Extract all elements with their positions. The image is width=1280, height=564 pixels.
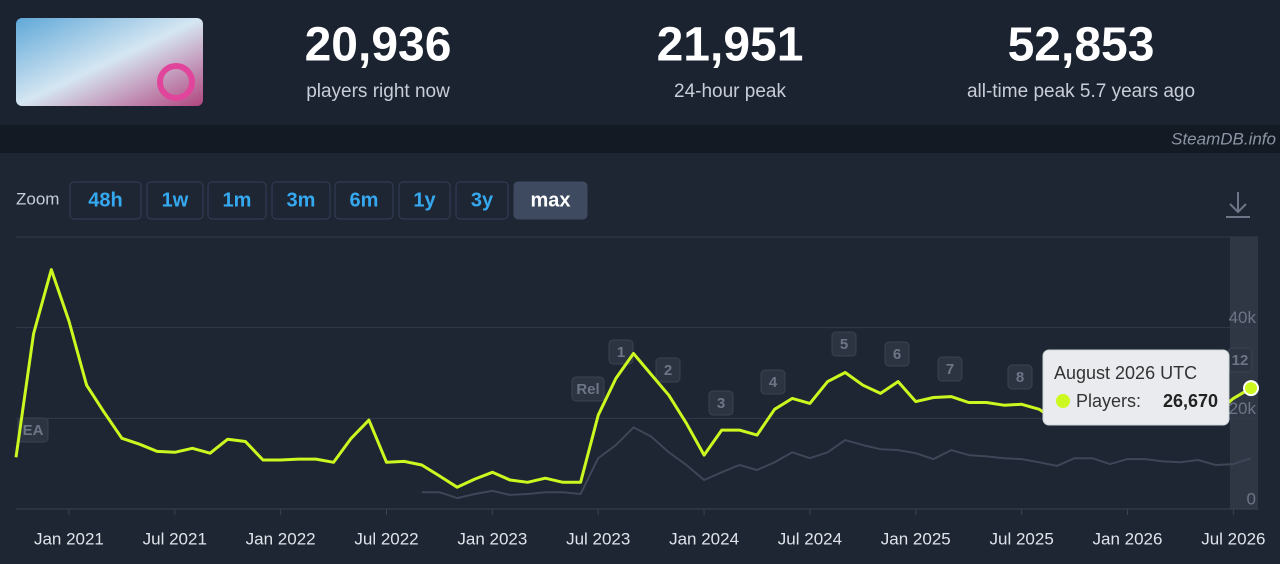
hover-band (1230, 237, 1258, 509)
annotation: 8 (1007, 364, 1033, 390)
annotation: 3 (708, 390, 734, 416)
annotation-label: Rel (576, 381, 599, 398)
stat-label: 24-hour peak (674, 81, 786, 102)
annotation-box (760, 369, 786, 395)
annotation-box (708, 390, 734, 416)
annotation-box (608, 339, 634, 365)
button-bg (146, 181, 204, 220)
zoom-button[interactable]: 1w (146, 181, 204, 220)
tooltip: August 2026 UTC Players: 26,670 (1042, 349, 1230, 426)
button-bg (398, 181, 451, 220)
button-label: 1w (162, 189, 189, 211)
annotation-label: 1 (617, 344, 625, 361)
button-bg (69, 181, 142, 220)
y-tick-label: 0 (1247, 489, 1256, 508)
x-tick-label: Jan 2021 (34, 529, 104, 548)
button-bg (513, 181, 588, 220)
button-label: 1m (223, 189, 252, 211)
y-tick-label: 20k (1229, 399, 1257, 418)
x-tick-label: Jan 2025 (881, 529, 951, 548)
tooltip-label: Players: (1076, 391, 1141, 411)
stat-value: 52,853 (1008, 19, 1155, 72)
download-icon[interactable] (1226, 192, 1250, 218)
annotation-label: 8 (1016, 369, 1024, 386)
annotation: 4 (760, 369, 786, 395)
button-label: 3m (287, 189, 316, 211)
zoom-button[interactable]: 3y (455, 181, 509, 220)
header-bar (0, 0, 1280, 125)
stat-value: 20,936 (305, 19, 452, 72)
annotation-label: EA (23, 422, 44, 439)
zoom-button[interactable]: 1y (398, 181, 451, 220)
button-label: 1y (413, 189, 436, 211)
annotation: 12 (1227, 347, 1253, 373)
zoom-button[interactable]: 48h (69, 181, 142, 220)
series-line (421, 426, 1252, 500)
annotation-box (884, 341, 910, 367)
annotation: Rel (571, 376, 605, 402)
zoom-button[interactable]: 1m (207, 181, 267, 220)
y-tick-label: 40k (1229, 308, 1257, 327)
x-tick-label: Jan 2026 (1093, 529, 1163, 548)
plot: 0 20k 40k Jan 2021 Jul 2021 Jan 2022 Jul 2022 J… (14, 268, 1265, 548)
annotation-box (571, 376, 605, 402)
annotation-label: 7 (946, 361, 954, 378)
annotation: 2 (655, 357, 681, 383)
stat-value: 21,951 (657, 19, 804, 72)
artwork-detail (157, 63, 195, 101)
annotation-label: 12 (1232, 352, 1249, 369)
zoom-button[interactable]: 6m (334, 181, 394, 220)
x-tick-label: Jan 2024 (669, 529, 739, 548)
x-tick-label: Jul 2026 (1201, 529, 1265, 548)
hover-point (1243, 380, 1259, 397)
x-tick-label: Jul 2023 (566, 529, 630, 548)
annotation-box (17, 417, 49, 443)
tooltip-value: 26,670 (1163, 391, 1218, 411)
annotation-label: 4 (769, 374, 778, 391)
zoom-button[interactable]: 3m (271, 181, 331, 220)
x-tick-label: Jan 2022 (246, 529, 316, 548)
annotation-box (937, 356, 963, 382)
annotation-box (831, 331, 857, 357)
button-label: 3y (471, 189, 494, 211)
button-bg (271, 181, 331, 220)
stat-label: all-time peak 5.7 years ago (967, 81, 1195, 102)
annotation-box (1007, 364, 1033, 390)
zoom-label: Zoom (16, 189, 59, 208)
x-tick-label: Jul 2024 (778, 529, 842, 548)
button-bg (334, 181, 394, 220)
annotation: EA (17, 417, 49, 443)
watermark: SteamDB.info (1171, 129, 1276, 148)
button-bg (455, 181, 509, 220)
tooltip-box (1042, 349, 1230, 426)
annotation: 1 (608, 339, 634, 365)
x-tick-label: Jul 2025 (990, 529, 1054, 548)
watermark-bar (0, 125, 1280, 153)
game-artwork[interactable] (16, 18, 203, 106)
annotation-label: 2 (664, 362, 672, 379)
annotation-label: 6 (893, 346, 901, 363)
x-tick-label: Jan 2023 (457, 529, 527, 548)
annotation: 7 (937, 356, 963, 382)
x-tick-label: Jul 2021 (143, 529, 207, 548)
annotation-label: 3 (717, 395, 725, 412)
button-label: max (530, 189, 570, 211)
tooltip-title: August 2026 UTC (1054, 363, 1197, 383)
annotation: 6 (884, 341, 910, 367)
tooltip-dot (1056, 394, 1070, 408)
x-tick-label: Jul 2022 (354, 529, 418, 548)
annotation-label: 5 (840, 336, 848, 353)
zoom-buttons: 48h 1w 1m 3m 6m 1y 3y max (69, 181, 588, 220)
button-label: 48h (88, 189, 122, 211)
zoom-button[interactable]: max (513, 181, 588, 220)
button-bg (207, 181, 267, 220)
button-label: 6m (350, 189, 379, 211)
stat-label: players right now (306, 81, 450, 102)
annotation-box (655, 357, 681, 383)
annotation: 5 (831, 331, 857, 357)
